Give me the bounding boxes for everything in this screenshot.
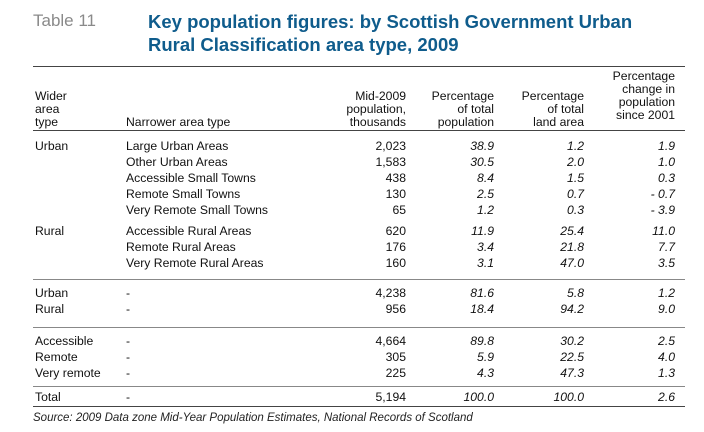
group-rule bbox=[33, 327, 685, 328]
cell-wider: Remote bbox=[35, 350, 78, 364]
cell-wider: Total bbox=[35, 390, 61, 404]
cell-pct-land: 21.8 bbox=[560, 240, 584, 254]
cell-pct-change: 0.3 bbox=[658, 171, 675, 185]
cell-population: 176 bbox=[385, 240, 406, 254]
cell-pct-land: 5.8 bbox=[567, 286, 584, 300]
cell-narrower: Remote Small Towns bbox=[126, 187, 241, 201]
cell-pct-land: 30.2 bbox=[560, 334, 584, 348]
cell-pct-population: 8.4 bbox=[477, 171, 494, 185]
cell-pct-change: 1.2 bbox=[658, 286, 675, 300]
cell-narrower: - bbox=[126, 350, 131, 364]
title-line-2: Rural Classification area type, 2009 bbox=[148, 34, 459, 55]
cell-pct-population: 89.8 bbox=[470, 334, 494, 348]
cell-narrower: Other Urban Areas bbox=[126, 155, 228, 169]
cell-narrower: Very Remote Rural Areas bbox=[126, 256, 264, 270]
cell-narrower: Accessible Small Towns bbox=[126, 171, 256, 185]
cell-wider: Rural bbox=[35, 302, 65, 316]
header-rule bbox=[33, 130, 685, 131]
cell-pct-change: 1.0 bbox=[658, 155, 675, 169]
header-pct-land: Percentage of total land area bbox=[521, 89, 584, 129]
cell-pct-population: 38.9 bbox=[470, 139, 494, 153]
header-narrower: Narrower area type bbox=[126, 115, 231, 129]
cell-pct-land: 1.2 bbox=[567, 139, 584, 153]
cell-pct-land: 1.5 bbox=[567, 171, 584, 185]
cell-narrower: - bbox=[126, 390, 131, 404]
cell-population: 2,023 bbox=[375, 139, 407, 153]
cell-population: 4,664 bbox=[375, 334, 407, 348]
cell-pct-land: 22.5 bbox=[560, 350, 584, 364]
cell-pct-change: - 3.9 bbox=[650, 203, 675, 217]
cell-population: 225 bbox=[385, 366, 406, 380]
cell-narrower: Very Remote Small Towns bbox=[126, 203, 269, 217]
cell-pct-land: 0.7 bbox=[567, 187, 584, 201]
cell-population: 1,583 bbox=[375, 155, 407, 169]
cell-pct-change: 1.3 bbox=[658, 366, 675, 380]
cell-pct-land: 2.0 bbox=[567, 155, 584, 169]
cell-population: 130 bbox=[385, 187, 406, 201]
header-pct-change: Percentage change in population since 2001 bbox=[612, 69, 675, 122]
cell-narrower: - bbox=[126, 366, 131, 380]
cell-narrower: Large Urban Areas bbox=[126, 139, 229, 153]
cell-narrower: - bbox=[126, 302, 131, 316]
header-pct-population: Percentage of total population bbox=[431, 89, 494, 129]
cell-pct-population: 100.0 bbox=[463, 390, 495, 404]
source-note: Source: 2009 Data zone Mid-Year Populati… bbox=[33, 412, 473, 424]
title-line-1: Key population figures: by Scottish Gove… bbox=[148, 11, 633, 32]
cell-pct-land: 47.3 bbox=[560, 366, 584, 380]
bottom-rule bbox=[33, 406, 685, 407]
cell-pct-land: 0.3 bbox=[567, 203, 584, 217]
cell-population: 5,194 bbox=[375, 390, 407, 404]
cell-wider: Urban bbox=[35, 286, 69, 300]
cell-population: 160 bbox=[385, 256, 406, 270]
cell-pct-population: 81.6 bbox=[470, 286, 494, 300]
cell-pct-population: 3.1 bbox=[477, 256, 494, 270]
cell-pct-change: 9.0 bbox=[658, 302, 675, 316]
header-wider: Wider area type bbox=[35, 89, 67, 129]
group-rule bbox=[33, 386, 685, 387]
cell-pct-change: 2.5 bbox=[658, 334, 675, 348]
table-label: Table 11 bbox=[33, 11, 97, 30]
cell-wider: Urban bbox=[35, 139, 69, 153]
cell-pct-population: 30.5 bbox=[470, 155, 494, 169]
cell-pct-population: 4.3 bbox=[477, 366, 494, 380]
cell-narrower: - bbox=[126, 334, 131, 348]
cell-population: 620 bbox=[385, 224, 406, 238]
cell-pct-land: 94.2 bbox=[560, 302, 584, 316]
cell-wider: Rural bbox=[35, 224, 65, 238]
cell-wider: Very remote bbox=[35, 366, 101, 380]
cell-narrower: Remote Rural Areas bbox=[126, 240, 236, 254]
group-rule bbox=[33, 279, 685, 280]
cell-pct-land: 25.4 bbox=[560, 224, 584, 238]
cell-population: 4,238 bbox=[375, 286, 407, 300]
cell-narrower: Accessible Rural Areas bbox=[126, 224, 252, 238]
cell-pct-change: 4.0 bbox=[658, 350, 675, 364]
cell-pct-change: 1.9 bbox=[658, 139, 675, 153]
cell-pct-change: 7.7 bbox=[658, 240, 675, 254]
cell-population: 305 bbox=[385, 350, 406, 364]
cell-pct-population: 5.9 bbox=[477, 350, 494, 364]
cell-narrower: - bbox=[126, 286, 131, 300]
table-title: Key population figures: by Scottish Gove… bbox=[148, 10, 688, 56]
cell-pct-change: 11.0 bbox=[652, 224, 675, 238]
cell-pct-population: 18.4 bbox=[470, 302, 494, 316]
cell-wider: Accessible bbox=[35, 334, 94, 348]
cell-pct-land: 100.0 bbox=[553, 390, 585, 404]
cell-pct-land: 47.0 bbox=[560, 256, 584, 270]
cell-population: 65 bbox=[392, 203, 406, 217]
cell-pct-population: 1.2 bbox=[477, 203, 494, 217]
cell-pct-population: 3.4 bbox=[477, 240, 494, 254]
cell-population: 956 bbox=[385, 302, 406, 316]
header-population: Mid-2009 population, thousands bbox=[346, 89, 406, 129]
cell-pct-population: 2.5 bbox=[477, 187, 494, 201]
cell-pct-change: 3.5 bbox=[658, 256, 675, 270]
cell-pct-change: - 0.7 bbox=[650, 187, 675, 201]
cell-pct-change: 2.6 bbox=[658, 390, 675, 404]
top-rule bbox=[33, 66, 685, 67]
cell-population: 438 bbox=[385, 171, 406, 185]
cell-pct-population: 11.9 bbox=[471, 224, 494, 238]
